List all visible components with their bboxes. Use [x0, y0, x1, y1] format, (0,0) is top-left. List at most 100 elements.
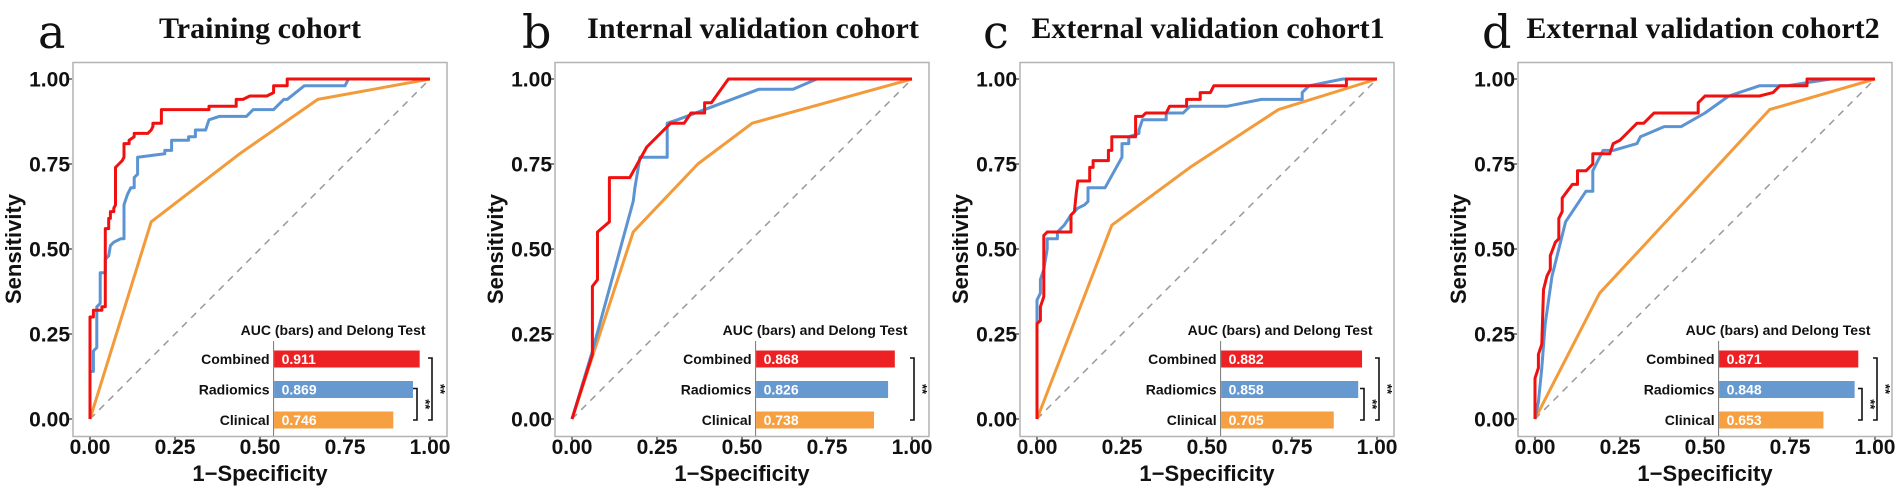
roc-curve-combined — [1533, 77, 1875, 419]
x-tick-label: 0.50 — [1187, 436, 1228, 459]
roc-curve-clinical — [88, 77, 431, 420]
x-tick-label: 0.75 — [325, 436, 366, 459]
delong-significance: ** — [1380, 384, 1395, 395]
auc-bar-label: Combined — [1646, 351, 1714, 367]
panel-letter: a — [38, 5, 65, 59]
auc-bar-radiomics — [274, 381, 413, 398]
auc-bar-label: Radiomics — [681, 382, 752, 398]
reference-diagonal — [571, 78, 913, 420]
roc-curve-radiomics — [570, 77, 912, 420]
y-tick-label: 0.50 — [1474, 239, 1515, 262]
auc-bar-label: Clinical — [1167, 412, 1217, 428]
x-tick-label: 0.50 — [722, 436, 763, 459]
delong-bracket — [413, 387, 418, 421]
auc-bar-label: Combined — [683, 351, 751, 367]
auc-bar-label: Radiomics — [1146, 382, 1217, 398]
x-tick-label: 0.25 — [637, 436, 678, 459]
auc-bar-label: Radiomics — [199, 382, 270, 398]
x-tick-label: 0.50 — [240, 436, 281, 459]
y-tick-label: 0.75 — [1474, 154, 1515, 177]
auc-inset: AUC (bars) and Delong Test 0.871 Combined 0… — [1644, 322, 1893, 436]
y-tick-label: 0.50 — [511, 239, 552, 262]
roc-curve-clinical — [1533, 77, 1876, 420]
auc-bar-value: 0.738 — [764, 412, 799, 428]
auc-bar-combined — [1221, 350, 1363, 368]
roc-curve-clinical — [1035, 77, 1378, 420]
roc-curve-radiomics — [1533, 77, 1875, 420]
auc-bar-value: 0.653 — [1727, 412, 1762, 428]
panel-title: Internal validation cohort — [587, 12, 919, 45]
roc-curve-clinical — [570, 77, 913, 420]
y-tick-label: 0.25 — [29, 324, 70, 347]
panel-letter: c — [983, 5, 1009, 59]
delong-bracket — [1360, 387, 1365, 421]
roc-curve-combined — [88, 77, 430, 419]
x-tick-label: 0.50 — [1685, 436, 1726, 459]
auc-bar-radiomics — [1221, 381, 1359, 398]
auc-bar-value: 0.746 — [282, 412, 317, 428]
roc-panel-d: d External validation cohort2 0.00 0.25 0.50… — [1446, 5, 1895, 486]
x-tick-label: 0.00 — [552, 436, 593, 459]
auc-inset: AUC (bars) and Delong Test 0.911 Combined 0… — [199, 322, 448, 436]
delong-bracket — [1873, 357, 1878, 421]
panel-letter: d — [1482, 5, 1511, 59]
inset-title: AUC (bars) and Delong Test — [1686, 322, 1871, 338]
roc-curve-radiomics — [88, 77, 430, 419]
y-axis-title: Sensitivity — [1, 193, 26, 304]
auc-bar-clinical — [756, 411, 875, 429]
roc-curve-combined — [570, 77, 912, 420]
inset-title: AUC (bars) and Delong Test — [241, 322, 426, 338]
delong-bracket — [428, 357, 433, 421]
auc-bar-clinical — [1221, 411, 1334, 429]
delong-bracket — [1858, 387, 1863, 421]
reference-diagonal — [1036, 78, 1378, 420]
auc-bar-label: Clinical — [1665, 412, 1715, 428]
y-tick-label: 0.50 — [976, 239, 1017, 262]
reference-diagonal — [1534, 78, 1876, 420]
y-tick-label: 0.00 — [976, 409, 1017, 432]
y-tick-label: 1.00 — [1474, 69, 1515, 92]
auc-bar-clinical — [1719, 411, 1824, 429]
auc-bar-label: Combined — [201, 351, 269, 367]
delong-significance: ** — [1365, 399, 1380, 410]
x-tick-label: 0.25 — [1102, 436, 1143, 459]
delong-significance: ** — [433, 384, 448, 395]
x-tick-label: 0.00 — [1017, 436, 1058, 459]
y-tick-label: 0.25 — [511, 324, 552, 347]
x-tick-label: 1.00 — [1855, 436, 1896, 459]
roc-curve-combined — [1035, 77, 1377, 419]
y-tick-label: 0.75 — [29, 154, 70, 177]
x-axis-title: 1−Specificity — [674, 461, 810, 486]
x-axis-title: 1−Specificity — [1139, 461, 1275, 486]
auc-bar-label: Clinical — [220, 412, 270, 428]
auc-bar-value: 0.868 — [764, 351, 799, 367]
y-tick-label: 0.75 — [976, 154, 1017, 177]
auc-inset: AUC (bars) and Delong Test 0.882 Combined 0… — [1146, 322, 1395, 436]
auc-bar-value: 0.705 — [1229, 412, 1264, 428]
auc-bar-combined — [756, 350, 895, 368]
panel-title: Training cohort — [159, 12, 361, 45]
auc-bar-label: Clinical — [702, 412, 752, 428]
auc-bar-value: 0.826 — [764, 382, 799, 398]
x-tick-label: 0.75 — [807, 436, 848, 459]
y-tick-label: 1.00 — [29, 69, 70, 92]
auc-bar-combined — [1719, 350, 1859, 368]
roc-panel-a: a Training cohort 0.00 0.25 0.50 0.75 1.00 0.00… — [1, 5, 450, 486]
delong-bracket — [1375, 357, 1380, 421]
x-tick-label: 1.00 — [1357, 436, 1398, 459]
y-axis-title: Sensitivity — [948, 193, 973, 304]
delong-significance: ** — [1863, 399, 1878, 410]
delong-significance: ** — [1878, 384, 1893, 395]
auc-bar-value: 0.911 — [282, 351, 316, 367]
panel-letter: b — [522, 5, 551, 59]
x-tick-label: 1.00 — [892, 436, 933, 459]
x-tick-label: 1.00 — [410, 436, 451, 459]
y-tick-label: 0.50 — [29, 239, 70, 262]
x-tick-label: 0.25 — [155, 436, 196, 459]
y-tick-label: 1.00 — [511, 69, 552, 92]
x-tick-label: 0.00 — [1515, 436, 1556, 459]
y-tick-label: 0.00 — [1474, 409, 1515, 432]
y-axis-title: Sensitivity — [1446, 193, 1471, 304]
